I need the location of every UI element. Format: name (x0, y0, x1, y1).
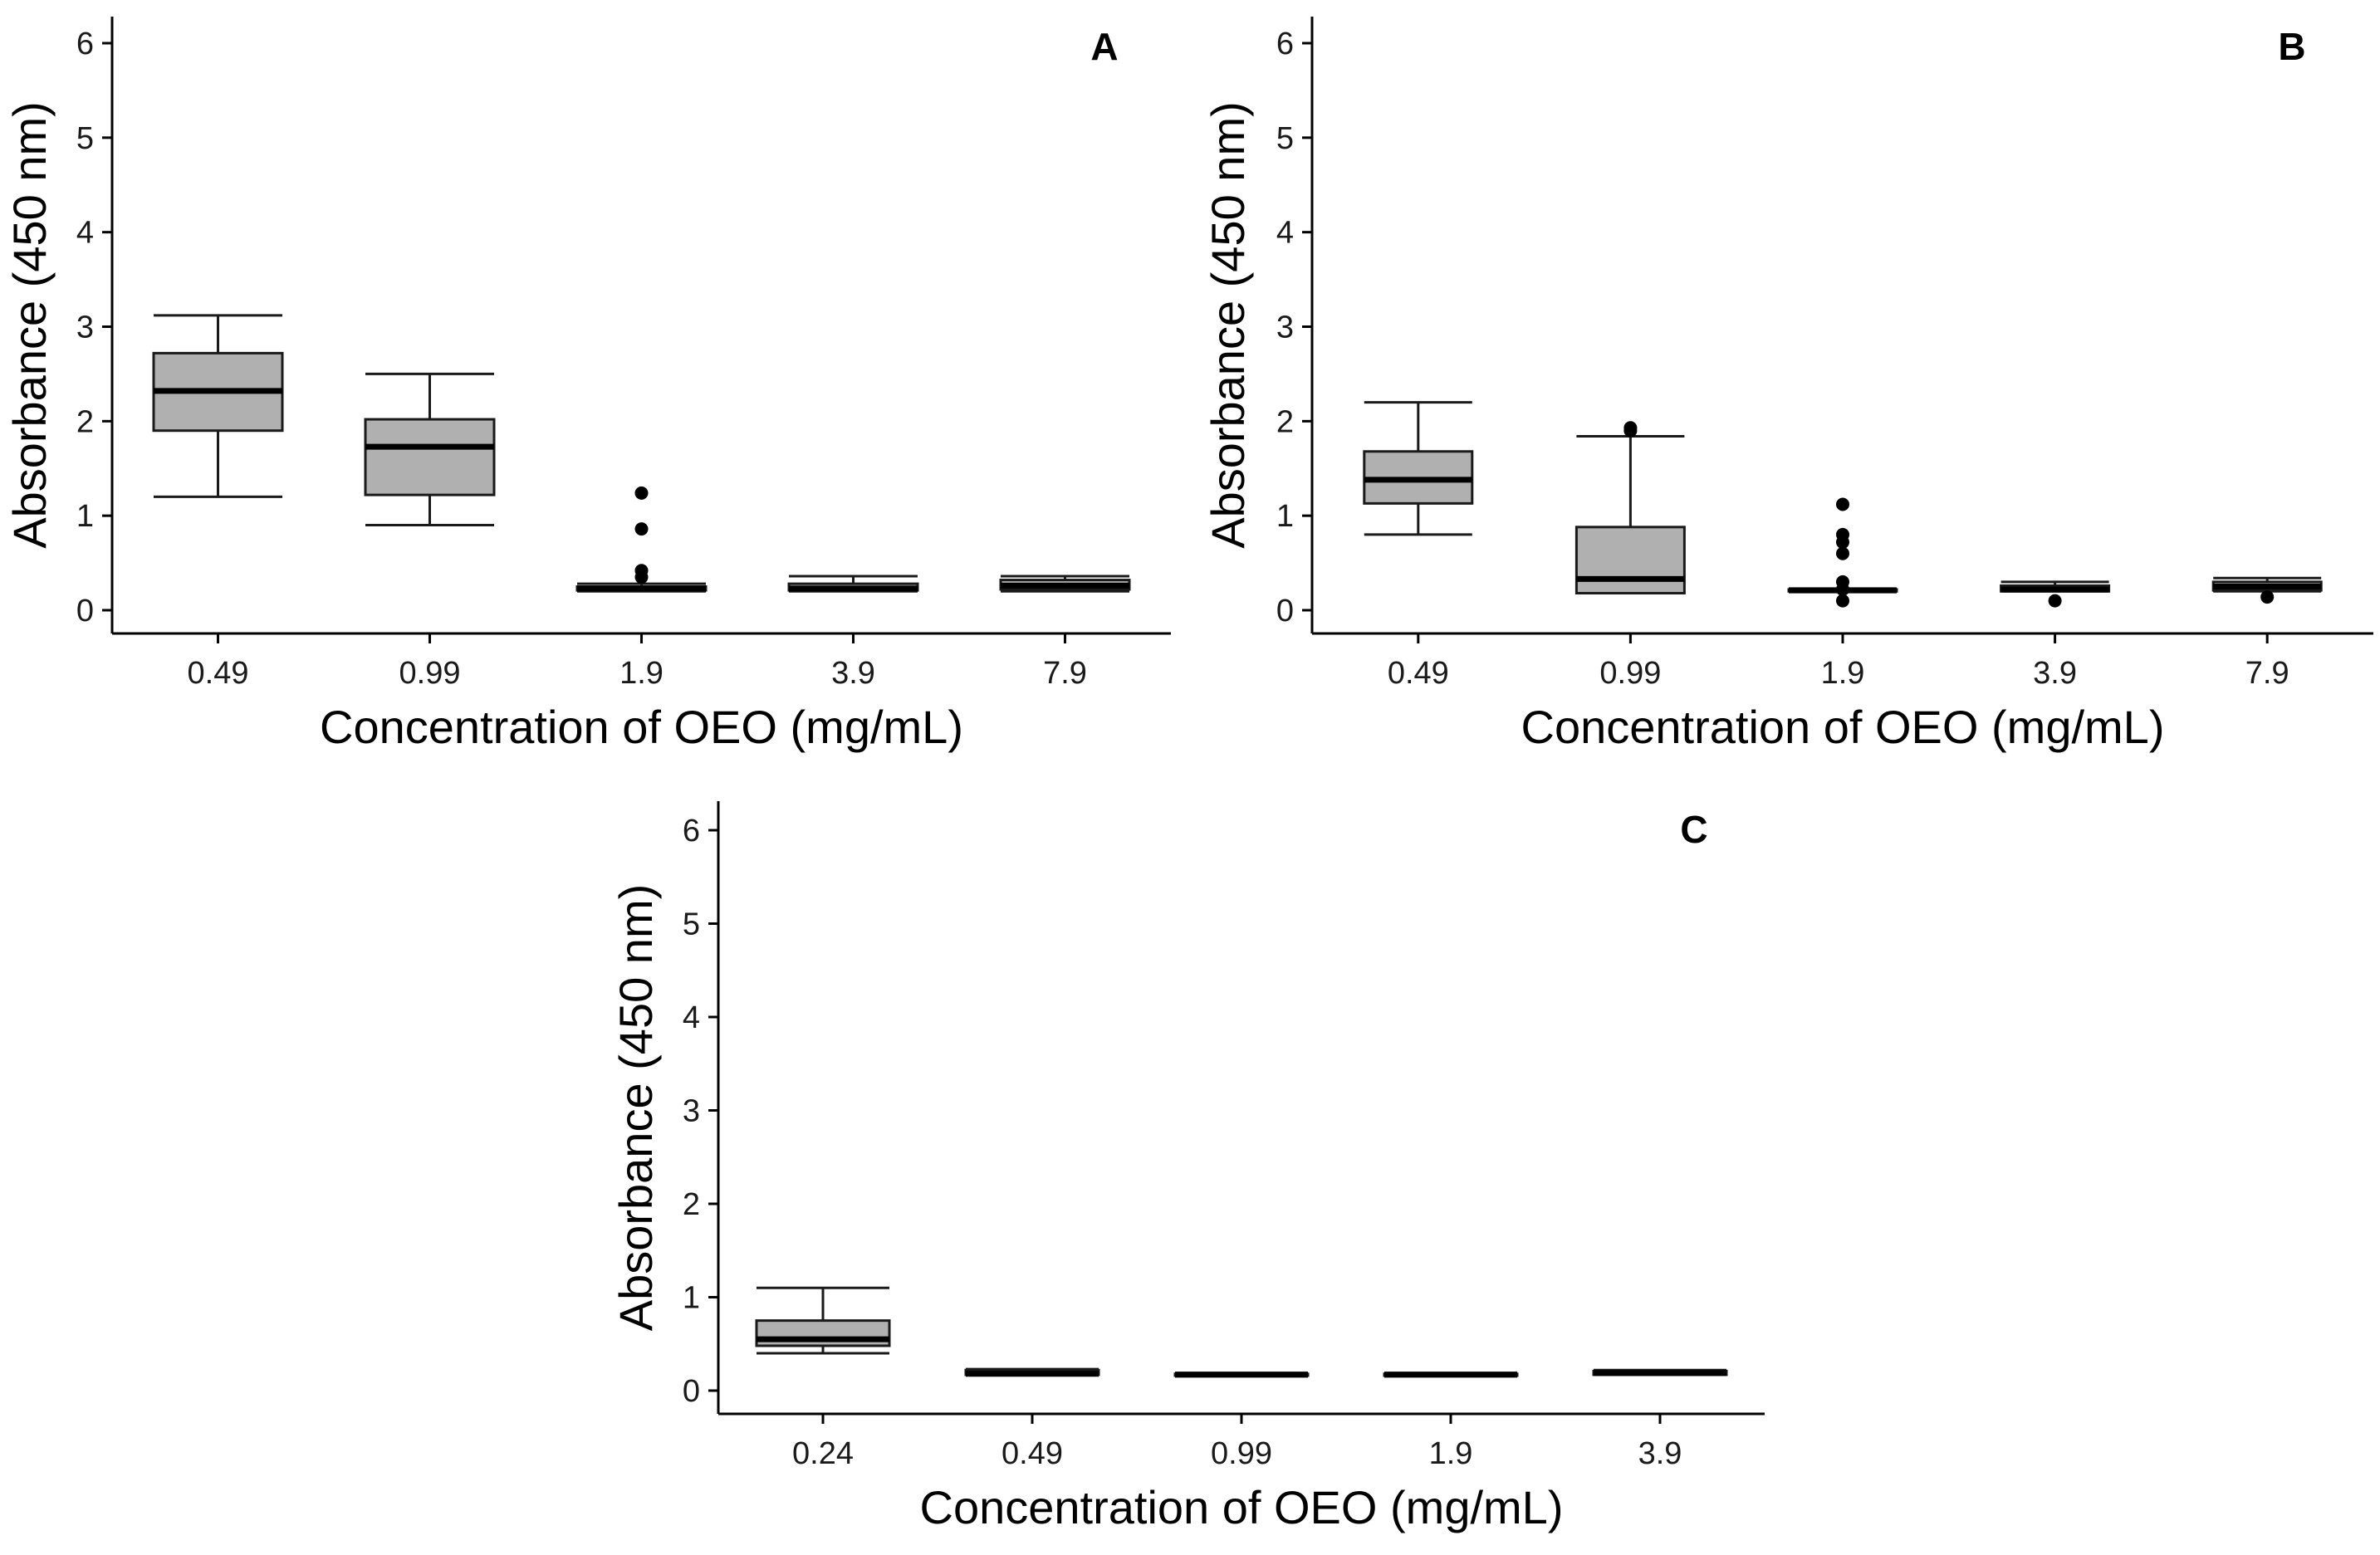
y-tick-label: 6 (683, 814, 700, 848)
box-0.99 (364, 372, 496, 527)
y-axis-title: Absorbance (450 nm) (1202, 101, 1254, 549)
x-tick-label: 0.49 (1001, 1436, 1063, 1471)
x-axis-title: Concentration of OEO (mg/mL) (1521, 701, 2165, 753)
y-tick-label: 4 (76, 216, 94, 251)
y-tick-label: 1 (76, 499, 94, 534)
y-tick-label: 0 (76, 594, 94, 628)
panel-label: C (1680, 808, 1707, 851)
x-tick-label: 0.99 (1599, 656, 1661, 691)
y-tick-label: 6 (76, 27, 94, 61)
iqr-box (364, 418, 496, 496)
outlier-point (1836, 575, 1849, 589)
y-tick-label: 1 (683, 1281, 700, 1316)
box-0.24 (755, 1286, 891, 1355)
panel-c: 0 1 2 3 4 5 6 0.24 0.49 0.99 1.9 3.9 Concentration o… (610, 801, 1765, 1533)
outlier-point (634, 564, 649, 578)
x-tick-label: 0.49 (1388, 656, 1449, 691)
y-tick-label: 1 (1276, 499, 1294, 534)
y-tick-label: 2 (1276, 404, 1294, 439)
y-tick-label: 4 (1276, 216, 1294, 251)
x-tick-label: 0.24 (792, 1436, 854, 1471)
x-tick-label: 3.9 (1638, 1436, 1682, 1471)
x-tick-label: 0.99 (1211, 1436, 1272, 1471)
x-axis-title: Concentration of OEO (mg/mL) (920, 1481, 1564, 1533)
y-tick-label: 0 (1276, 594, 1294, 628)
x-tick-label: 1.9 (1821, 656, 1865, 691)
x-tick-label: 7.9 (2245, 656, 2289, 691)
outlier-point (2260, 590, 2275, 604)
outlier-point (1836, 497, 1849, 511)
box-3.9 (2000, 580, 2111, 608)
outlier-point (634, 486, 649, 500)
box-7.9 (999, 575, 1131, 593)
outlier-point (1623, 421, 1638, 435)
iqr-box (1574, 526, 1686, 595)
y-tick-label: 2 (76, 404, 94, 439)
y-axis-title: Absorbance (450 nm) (610, 884, 662, 1332)
x-tick-label: 1.9 (619, 656, 664, 691)
x-tick-label: 0.99 (399, 656, 461, 691)
outlier-point (634, 522, 649, 536)
box-1.9 (575, 486, 708, 593)
box-0.99 (1574, 421, 1686, 595)
y-tick-label: 2 (683, 1187, 700, 1222)
box-0.99 (1173, 1372, 1310, 1378)
y-tick-label: 5 (683, 907, 700, 942)
box-0.49 (1363, 401, 1474, 536)
outlier-point (1836, 546, 1849, 560)
box-0.49 (964, 1367, 1100, 1377)
y-tick-label: 5 (76, 121, 94, 156)
box-0.49 (152, 314, 284, 498)
y-axis-title: Absorbance (450 nm) (3, 101, 56, 549)
box-1.9 (1383, 1372, 1519, 1378)
panel-b: 0 1 2 3 4 5 6 0.49 0.99 1.9 3.9 7.9 Concentration of… (1202, 17, 2373, 753)
y-tick-label: 4 (683, 1000, 700, 1035)
x-tick-label: 1.9 (1429, 1436, 1473, 1471)
box-1.9 (1787, 497, 1898, 608)
y-tick-label: 3 (683, 1094, 700, 1129)
box-7.9 (2211, 576, 2323, 604)
y-tick-label: 5 (1276, 121, 1294, 156)
y-tick-label: 3 (76, 311, 94, 345)
y-tick-label: 6 (1276, 27, 1294, 61)
box-3.9 (1592, 1368, 1728, 1377)
x-tick-label: 3.9 (831, 656, 875, 691)
outlier-point (1836, 527, 1849, 541)
x-tick-label: 7.9 (1043, 656, 1087, 691)
y-tick-label: 0 (683, 1374, 700, 1409)
x-tick-label: 0.49 (188, 656, 249, 691)
outlier-point (2048, 594, 2062, 608)
y-tick-label: 3 (1276, 311, 1294, 345)
panel-label: B (2278, 25, 2305, 68)
x-axis-title: Concentration of OEO (mg/mL) (320, 701, 963, 753)
x-tick-label: 3.9 (2033, 656, 2077, 691)
box-3.9 (787, 575, 919, 593)
panel-label: A (1090, 25, 1118, 68)
panel-a: 0 1 2 3 4 5 6 0.49 0.99 1.9 3.9 7.9 Concentration of… (3, 17, 1171, 753)
outlier-point (1836, 594, 1849, 608)
